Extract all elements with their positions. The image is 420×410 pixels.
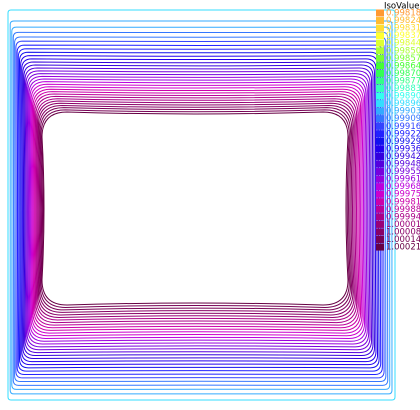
contour-line [19, 51, 380, 369]
legend-swatch [376, 168, 384, 176]
legend-label: 0.999295 [386, 137, 420, 147]
contour-line [37, 102, 354, 316]
legend-label: 0.998902 [386, 92, 420, 102]
legend-label: 0.999815 [386, 197, 420, 207]
legend-label: 0.998574 [386, 54, 420, 64]
legend-swatch [376, 85, 384, 92]
contour-line [28, 78, 367, 342]
legend-swatch [376, 77, 384, 85]
contour-line [37, 100, 355, 318]
legend-swatch [376, 122, 384, 130]
contour-line [25, 70, 371, 351]
legend-label: 0.998705 [386, 69, 420, 79]
legend-label: 0.998771 [386, 76, 420, 86]
legend-swatch [376, 236, 384, 243]
contour-line [21, 58, 377, 363]
contour-line [31, 86, 363, 334]
legend-label: 0.999554 [386, 167, 420, 177]
legend-swatch [376, 175, 384, 183]
legend-label: 1.00021 [386, 243, 420, 253]
contour-line [30, 83, 364, 337]
contour-line [26, 73, 370, 348]
legend-label: 1.00008 [386, 227, 420, 237]
contour-line [34, 93, 359, 326]
legend-swatch [376, 220, 384, 228]
legend-label: 0.998247 [386, 16, 420, 26]
legend-label: 0.999098 [386, 114, 420, 124]
contour-line [7, 9, 396, 401]
legend-label: 0.999684 [386, 182, 420, 192]
legend-swatch [376, 160, 384, 168]
legend-label: 0.999946 [386, 212, 420, 222]
contour-line [41, 111, 349, 306]
contour-line [22, 61, 375, 360]
legend-swatch [376, 152, 384, 160]
legend-swatch [376, 205, 384, 213]
legend-swatch [376, 243, 384, 251]
legend-swatch [376, 69, 384, 77]
contour-line [29, 81, 366, 340]
legend-label: 0.99975 [386, 190, 420, 200]
contour-line [23, 64, 374, 357]
legend-swatch [376, 47, 384, 55]
contour-line [16, 44, 383, 375]
legend-swatch [376, 9, 384, 17]
legend-label: 0.998443 [386, 39, 420, 49]
legend-swatch [376, 145, 384, 153]
legend-label: 0.999229 [386, 129, 420, 139]
contour-line [20, 55, 379, 366]
legend-swatch [376, 54, 384, 62]
legend-swatch [376, 107, 384, 115]
legend-swatch [376, 198, 384, 206]
legend-label: 0.998378 [386, 31, 420, 41]
legend-swatch [376, 39, 384, 47]
legend-swatch [376, 32, 384, 40]
legend-swatch [376, 92, 384, 100]
legend-swatch [376, 100, 384, 108]
legend-label: 1.00001 [386, 220, 420, 230]
legend-label: 0.99864 [386, 61, 420, 71]
contour-line [32, 88, 362, 331]
legend-swatch [376, 62, 384, 70]
legend-label: 0.99988 [386, 205, 420, 215]
contour-line [27, 75, 368, 345]
legend-label: 0.999033 [386, 107, 420, 117]
contour-line [33, 91, 360, 329]
contour-line [17, 48, 382, 372]
legend-label: 0.998312 [386, 24, 420, 34]
legend-swatch [376, 213, 384, 221]
legend-label: 0.999422 [386, 152, 420, 162]
legend-swatch [376, 183, 384, 191]
legend-swatch [376, 228, 384, 236]
contour-line [38, 104, 353, 313]
contour-line [40, 109, 350, 308]
legend-title: IsoValue [384, 2, 419, 12]
legend-label: 0.999619 [386, 175, 420, 185]
contour-line [24, 67, 373, 354]
legend-label: 1.00014 [386, 235, 420, 245]
legend-label: 0.998181 [386, 9, 420, 19]
legend-swatch [376, 137, 384, 145]
legend-label: 0.999488 [386, 160, 420, 170]
legend-label: 0.999164 [386, 122, 420, 132]
legend-label: 0.998836 [386, 84, 420, 94]
contour-line [35, 95, 358, 324]
legend-swatch [376, 24, 384, 32]
legend-label: 0.998509 [386, 46, 420, 56]
legend-swatch [376, 130, 384, 138]
legend-swatch [376, 115, 384, 123]
legend-swatch [376, 190, 384, 198]
legend-label: 0.99936 [386, 144, 420, 154]
contour-line [11, 26, 391, 390]
contour-line [39, 107, 351, 311]
contour-line [36, 98, 356, 321]
legend-swatch [376, 17, 384, 25]
contour-line [9, 20, 393, 395]
legend-label: 0.998967 [386, 99, 420, 109]
